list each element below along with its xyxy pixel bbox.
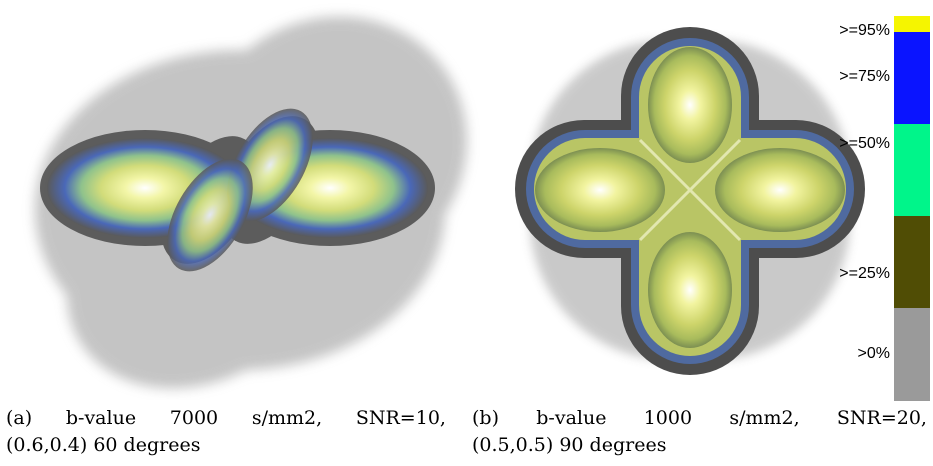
glyph-render-b	[515, 27, 865, 375]
colorbar-segment-50	[894, 124, 930, 216]
colorbar-label-0: >0%	[857, 345, 890, 362]
caption-a-word: 7000	[169, 407, 219, 429]
caption-b-line2: (0.5,0.5) 90 degrees	[472, 434, 667, 456]
caption-b: (b) b-value 1000 s/mm2, SNR=20, (0.5,0.5…	[472, 405, 927, 459]
colorbar-label-50: >=50%	[839, 135, 890, 152]
caption-a-line2: (0.6,0.4) 60 degrees	[6, 434, 201, 456]
center-crossing	[638, 138, 742, 242]
glyph-panel-b	[490, 0, 890, 400]
caption-a-label: (a)	[6, 407, 33, 429]
colorbar-segment-95	[894, 16, 930, 32]
caption-a: (a) b-value 7000 s/mm2, SNR=10, (0.6,0.4…	[6, 405, 446, 459]
caption-b-word: b-value	[536, 407, 607, 429]
glyph-panel-a	[0, 0, 480, 400]
caption-a-word: SNR=10,	[355, 407, 446, 429]
lobe-left	[535, 148, 665, 232]
caption-b-word: SNR=20,	[836, 407, 927, 429]
lobe-top	[648, 47, 732, 163]
caption-b-label: (b)	[472, 407, 499, 429]
caption-a-word: s/mm2,	[251, 407, 323, 429]
caption-b-word: s/mm2,	[729, 407, 800, 429]
caption-a-word: b-value	[65, 407, 137, 429]
lobes-b	[534, 46, 846, 356]
lobe-right	[715, 148, 845, 232]
colorbar	[894, 16, 930, 401]
caption-b-line1: (b) b-value 1000 s/mm2, SNR=20,	[472, 405, 927, 432]
lobe-bottom	[648, 232, 732, 348]
caption-a-line1: (a) b-value 7000 s/mm2, SNR=10,	[6, 405, 446, 432]
colorbar-segment-25	[894, 216, 930, 308]
colorbar-label-75: >=75%	[839, 68, 890, 85]
caption-b-word: 1000	[643, 407, 693, 429]
colorbar-label-25: >=25%	[839, 265, 890, 282]
lobe-lower-diagonal	[167, 158, 253, 272]
lobes-a	[47, 108, 428, 272]
colorbar-segment-75	[894, 32, 930, 124]
glyph-render-a	[35, 16, 467, 389]
colorbar-segment-0	[894, 308, 930, 401]
colorbar-label-95: >=95%	[839, 22, 890, 39]
